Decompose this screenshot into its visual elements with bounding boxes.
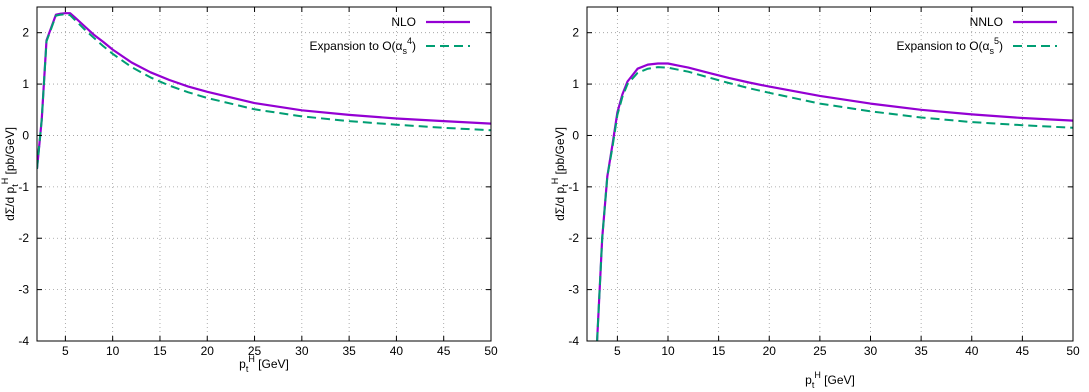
series-line-0 — [37, 12, 491, 170]
x-tick-label: 30 — [295, 344, 309, 358]
x-tick-label: 40 — [390, 344, 404, 358]
y-tick-label: -2 — [18, 231, 29, 245]
x-tick-label: 40 — [965, 344, 979, 358]
y-axis-label: dΣ/d ptH [pb/GeV] — [550, 127, 570, 221]
legend-label-0: NLO — [391, 15, 416, 29]
x-tick-label: 50 — [1066, 344, 1080, 358]
x-tick-label: 25 — [813, 344, 827, 358]
x-tick-label: 30 — [864, 344, 878, 358]
y-tick-label: 2 — [22, 26, 29, 40]
y-tick-label: 0 — [572, 128, 579, 142]
x-axis-label: ptH [GeV] — [805, 370, 855, 390]
y-tick-label: -4 — [18, 334, 29, 348]
plot-frame — [36, 6, 492, 342]
x-axis-label: ptH [GeV] — [239, 354, 289, 374]
x-tick-label: 35 — [342, 344, 356, 358]
y-tick-label: 1 — [572, 77, 579, 91]
legend-label-1: Expansion to O(αs5) — [897, 36, 1004, 56]
x-tick-label: 45 — [1016, 344, 1030, 358]
y-tick-label: -3 — [568, 283, 579, 297]
plot-frame — [586, 6, 1074, 342]
x-tick-label: 45 — [437, 344, 451, 358]
y-tick-label: -2 — [568, 231, 579, 245]
chart-nlo: 5 10 15 20 25 30 35 40 45 50 -4 -3 -2 -1 0 1 2 ptH [GeV] d… — [0, 6, 498, 374]
x-tick-label: 15 — [712, 344, 726, 358]
y-axis-label-group: dΣ/d ptH [pb/GeV] — [0, 127, 20, 221]
legend-label-1: Expansion to O(αs4) — [310, 36, 417, 56]
y-axis-label-group: dΣ/d ptH [pb/GeV] — [550, 127, 570, 221]
x-tick-label: 10 — [106, 344, 120, 358]
x-tick-label: 10 — [661, 344, 675, 358]
y-tick-label: -1 — [568, 180, 579, 194]
legend-label-0: NNLO — [970, 15, 1003, 29]
x-tick-label: 20 — [763, 344, 777, 358]
y-axis-label: dΣ/d ptH [pb/GeV] — [0, 127, 20, 221]
series-line-1 — [37, 13, 491, 169]
x-tick-label: 20 — [201, 344, 215, 358]
x-tick-label: 50 — [484, 344, 498, 358]
y-tick-label: -3 — [18, 283, 29, 297]
y-tick-label: -4 — [568, 334, 579, 348]
y-tick-label: 0 — [22, 128, 29, 142]
x-tick-label: 5 — [614, 344, 621, 358]
chart-nnlo: 5 10 15 20 25 30 35 40 45 50 -4 -3 -2 -1 0 1 2 ptH [GeV] d… — [550, 6, 1080, 390]
x-tick-label: 15 — [153, 344, 167, 358]
x-tick-label: 5 — [62, 344, 69, 358]
y-tick-label: -1 — [18, 180, 29, 194]
x-tick-label: 25 — [248, 344, 262, 358]
x-tick-label: 35 — [914, 344, 928, 358]
y-tick-label: 1 — [22, 77, 29, 91]
series-line-1 — [596, 66, 1073, 341]
y-tick-label: 2 — [572, 26, 579, 40]
